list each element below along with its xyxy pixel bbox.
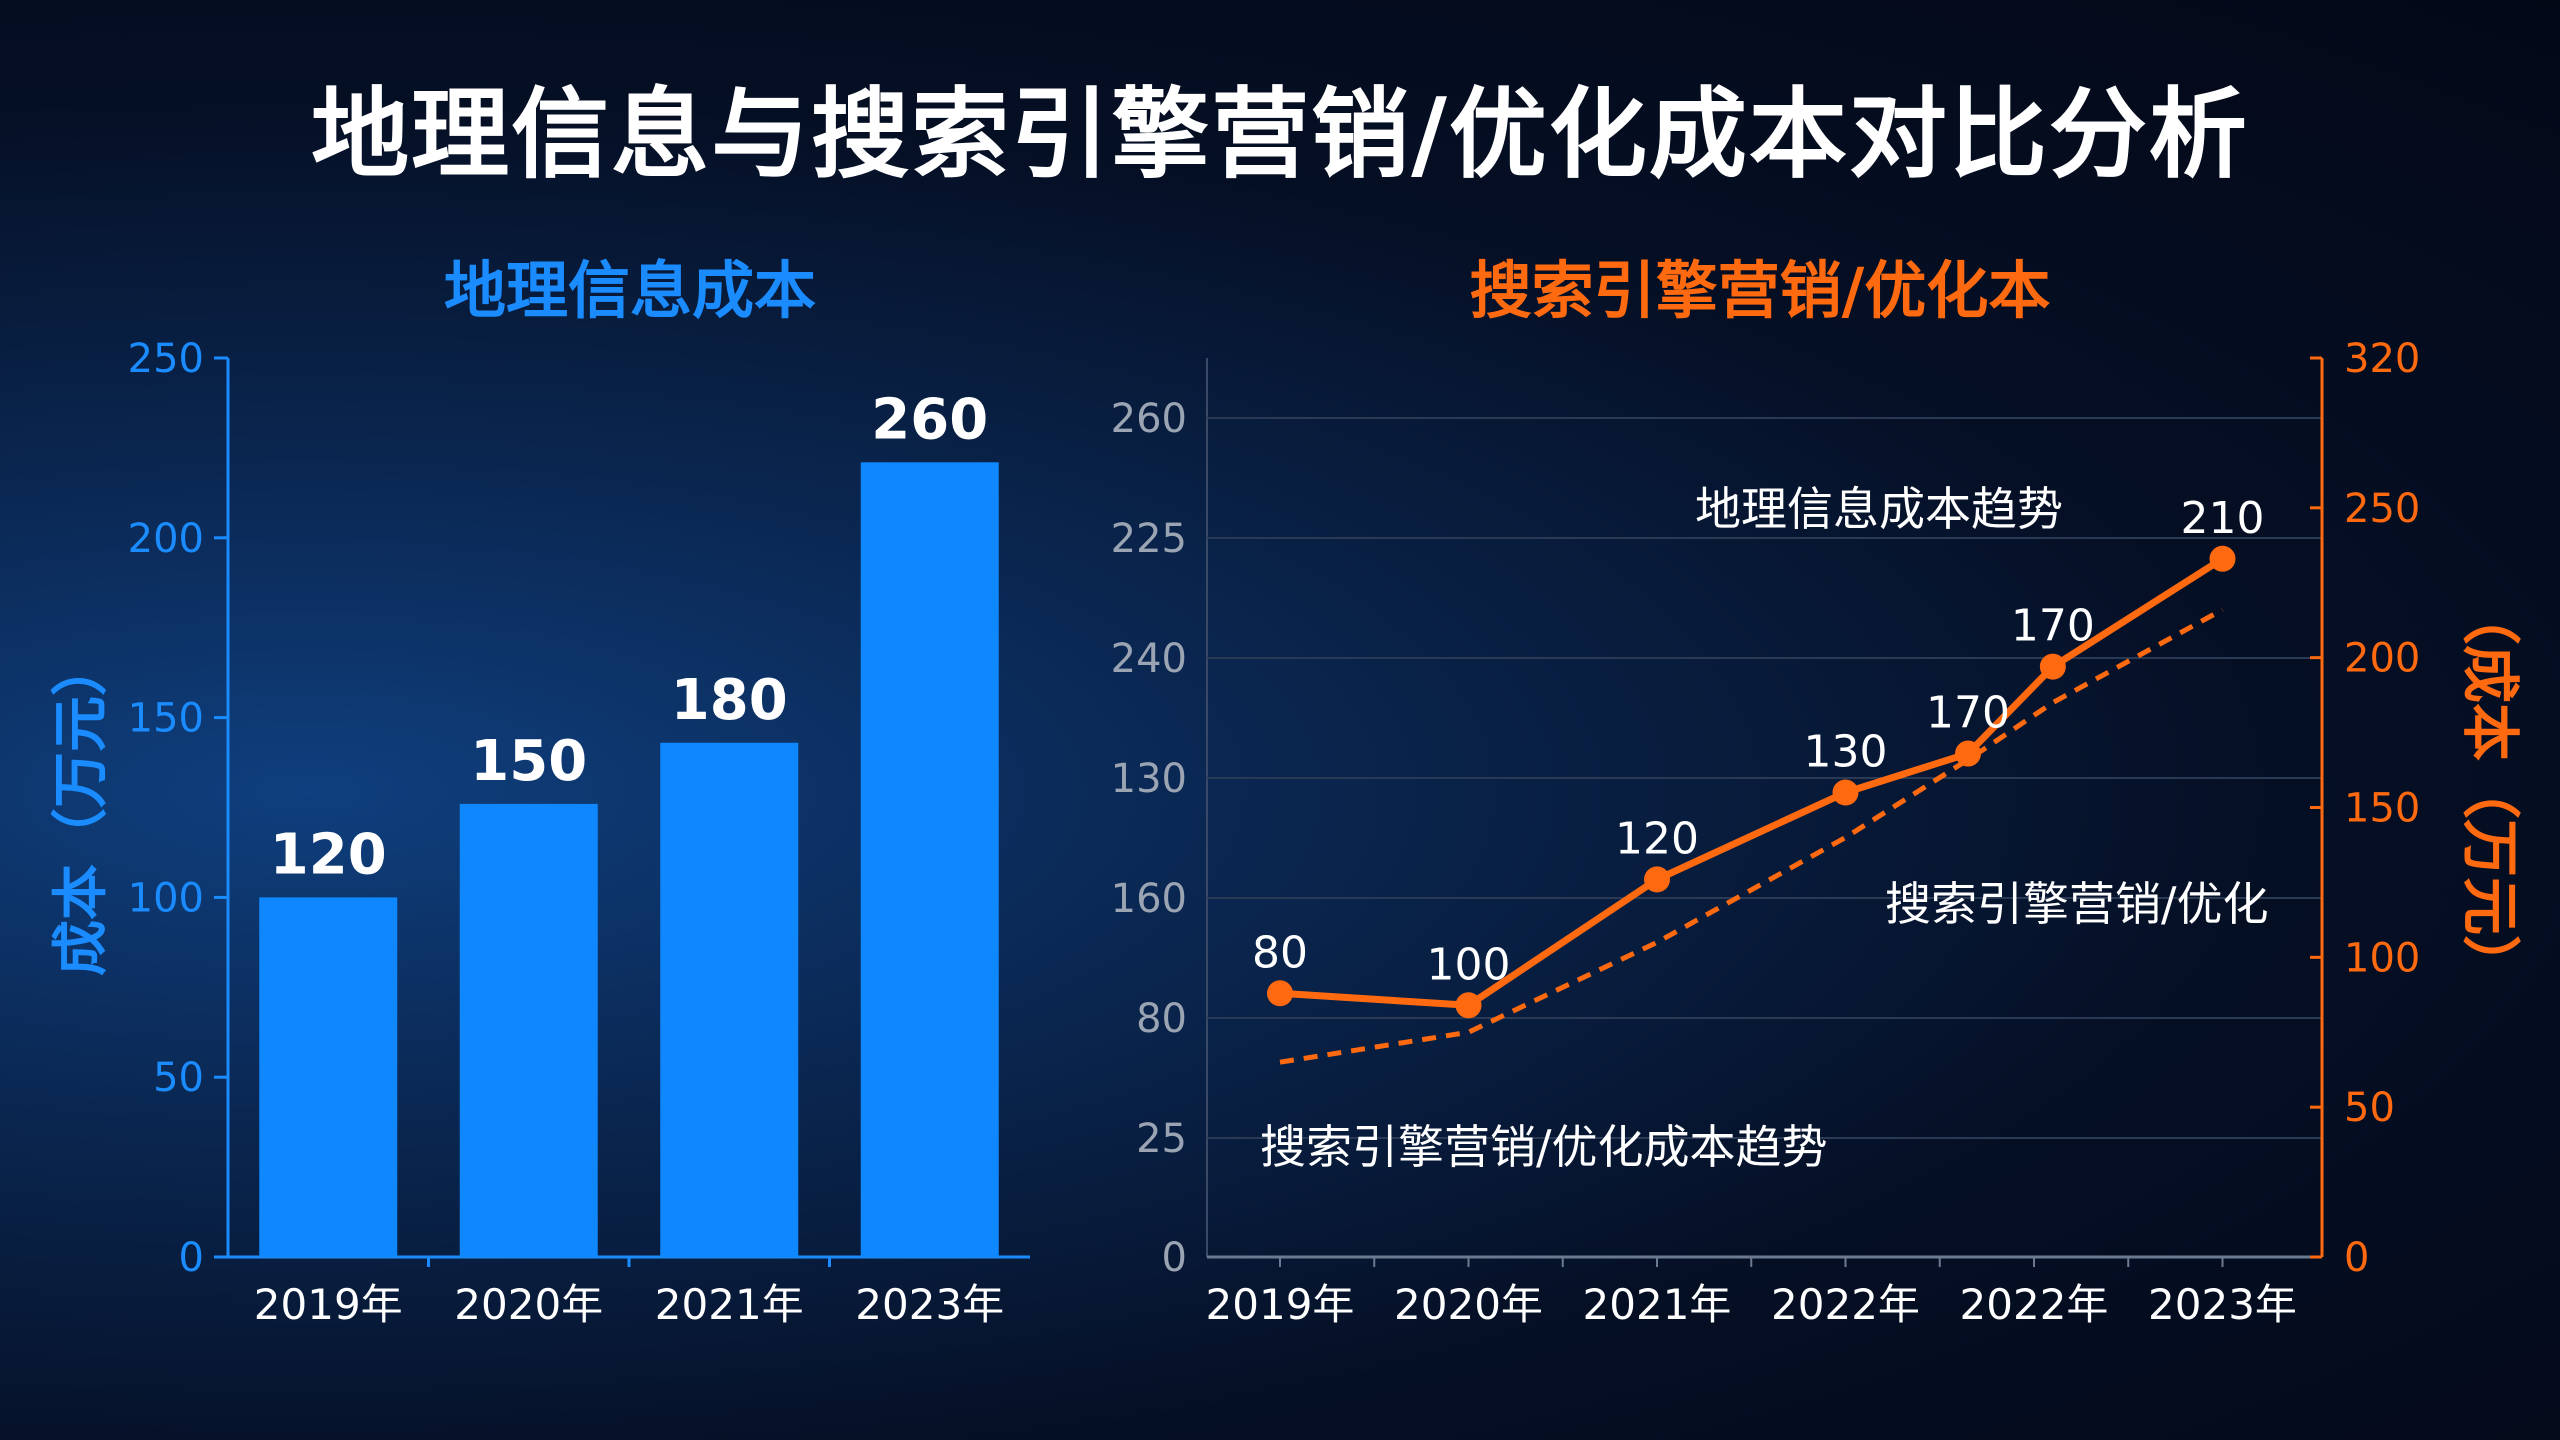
bar-y-tick-label: 100 [128,875,204,921]
line-point [2039,653,2066,680]
line-right-tick-label: 100 [2344,935,2420,981]
line-point [1644,866,1670,893]
bar-y-tick-label: 0 [179,1235,204,1281]
line-x-tick-label: 2021年 [1583,1280,1732,1329]
bar-x-tick-label: 2021年 [655,1280,804,1329]
line-annotation: 地理信息成本趋势 [1695,482,2063,536]
line-right-tick-label: 150 [2344,786,2420,832]
line-right-tick-label: 50 [2344,1085,2395,1131]
line-data-label: 80 [1252,927,1308,978]
bar-data-label: 150 [470,729,587,794]
line-left-tick-label: 160 [1111,876,1187,922]
bar-x-tick-label: 2019年 [254,1280,403,1329]
bar-y-tick-label: 50 [153,1055,204,1101]
line-left-tick-label: 0 [1162,1235,1187,1281]
page-title: 地理信息与搜索引擎营销/优化成本对比分析 [311,78,2249,192]
line-left-tick-label: 225 [1111,516,1187,562]
bar-data-label: 260 [871,387,988,452]
line-left-tick-label: 130 [1111,756,1187,802]
line-right-axis-label: （成本（万元） [2456,587,2524,993]
bar-x-tick-label: 2023年 [855,1280,1004,1329]
line-x-tick-label: 2022年 [1960,1280,2109,1329]
line-data-label: 210 [2181,493,2265,544]
bar [860,462,999,1257]
line-right-tick-label: 0 [2344,1235,2369,1281]
line-right-tick-label: 200 [2344,636,2420,682]
line-point [1832,779,1859,806]
line-data-label: 100 [1427,939,1511,990]
line-left-tick-label: 260 [1111,396,1187,442]
line-annotation: 搜索引擎营销/优化成本趋势 [1260,1120,1828,1174]
bar [660,742,799,1257]
line-data-label: 120 [1615,813,1699,864]
bar-y-tick-label: 150 [128,696,204,742]
bar [459,803,598,1257]
bar-chart-title: 地理信息成本 [443,254,816,327]
line-x-tick-label: 2020年 [1394,1280,1543,1329]
line-data-label: 170 [2011,601,2095,652]
bar-y-tick-label: 200 [128,516,204,562]
line-right-tick-label: 250 [2344,486,2420,532]
bar [259,897,398,1257]
line-x-tick-label: 2022年 [1771,1280,1920,1329]
line-point [1455,992,1482,1019]
bar-data-label: 180 [671,668,788,733]
line-point [1955,740,1982,767]
line-x-tick-label: 2023年 [2148,1280,2297,1329]
line-left-tick-label: 80 [1136,996,1187,1042]
line-point [1267,980,1293,1007]
line-annotation: 搜索引擎营销/优化 [1885,877,2269,931]
line-point [2209,545,2236,572]
line-right-tick-label: 320 [2344,336,2420,382]
bar-x-tick-label: 2020年 [454,1280,603,1329]
bar-data-label: 120 [270,822,387,887]
bar-y-axis-label: 成本（万元） [49,640,114,976]
line-data-label: 170 [1926,688,2010,739]
line-chart-title: 搜索引擎营销/优化本 [1469,254,2051,327]
line-x-tick-label: 2019年 [1206,1280,1355,1329]
line-data-label: 130 [1804,727,1888,778]
line-left-tick-label: 25 [1136,1116,1187,1162]
bar-y-tick-label: 250 [128,336,204,382]
line-left-tick-label: 240 [1111,636,1187,682]
